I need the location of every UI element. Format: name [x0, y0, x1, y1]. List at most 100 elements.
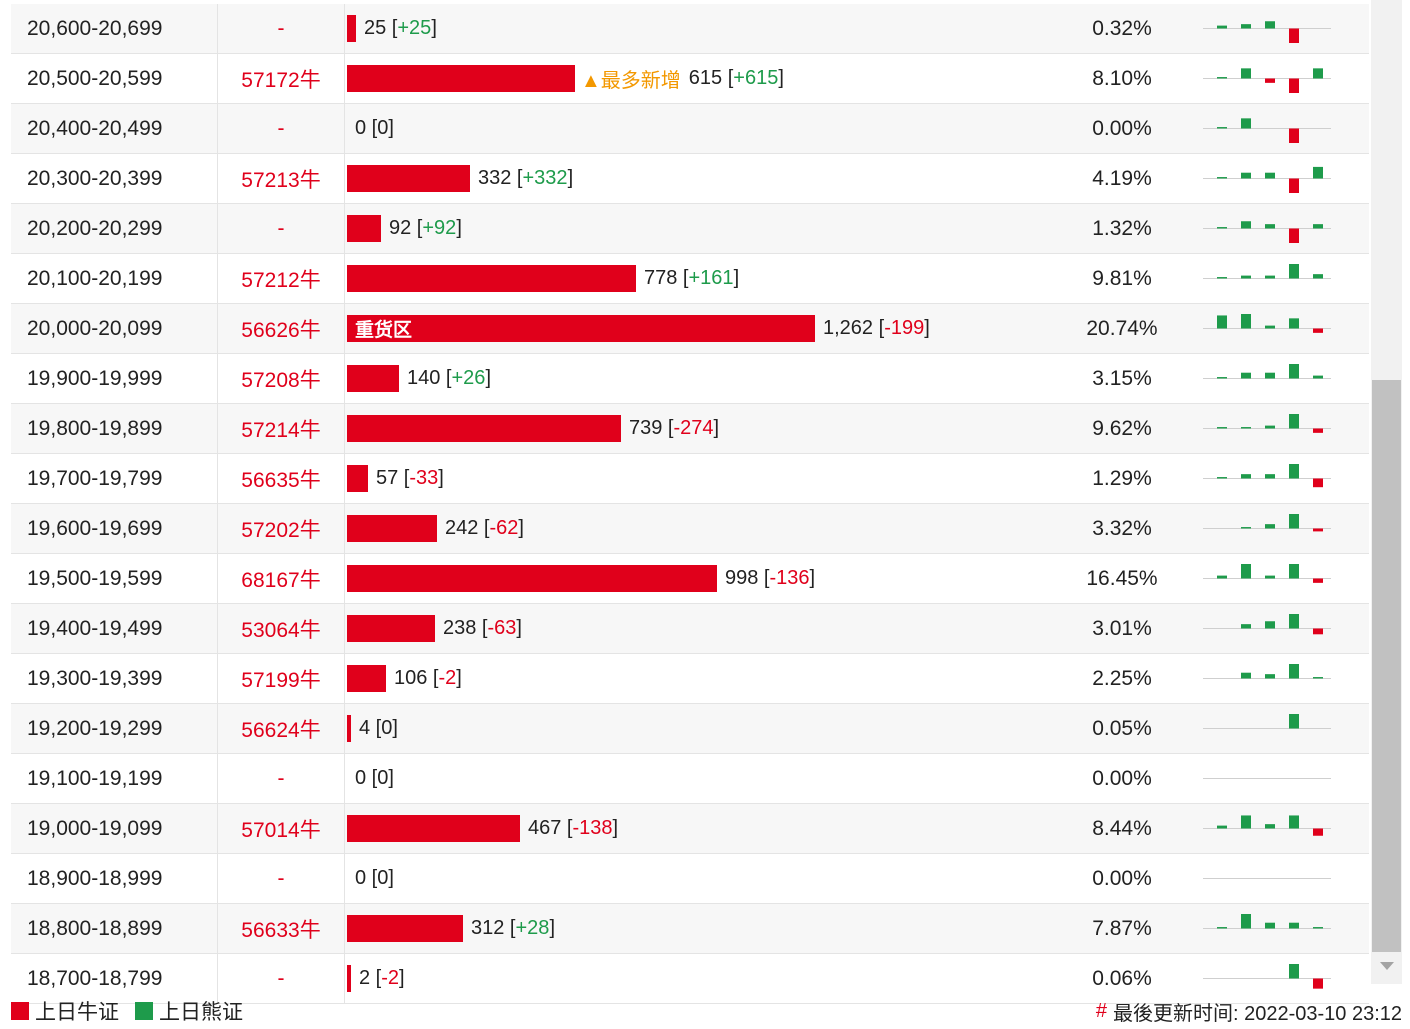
warrant-code[interactable]: 68167牛 [217, 554, 345, 603]
sparkline-bar [1217, 315, 1227, 329]
volume-count: 238 [-63] [443, 617, 522, 639]
count-change: -62 [489, 517, 519, 539]
count-value: 242 [445, 517, 479, 539]
warrant-code[interactable]: 57172牛 [217, 54, 345, 103]
sparkline-bar [1217, 177, 1227, 179]
volume-count: 739 [-274] [629, 417, 720, 439]
sparkline [1203, 704, 1333, 753]
sparkline-bar [1241, 275, 1251, 279]
warrant-code[interactable]: 56635牛 [217, 454, 345, 503]
sparkline-bar [1289, 414, 1299, 429]
table-row[interactable]: 18,700-18,799 -2 [-2] 0.06% [11, 954, 1369, 1004]
sparkline-bar [1241, 172, 1251, 179]
sparkline-bar [1217, 825, 1227, 829]
table-row[interactable]: 19,300-19,399 57199牛 106 [-2] 2.25% [11, 654, 1369, 704]
table-row[interactable]: 20,000-20,099 56626牛 重货区 1,262 [-199] 20.74% [11, 304, 1369, 354]
volume-cell: 92 [+92] [347, 204, 1067, 253]
warrant-code[interactable]: 57214牛 [217, 404, 345, 453]
table-row[interactable]: 20,100-20,199 57212牛 778 [+161] 9.81% [11, 254, 1369, 304]
sparkline-chart [1203, 964, 1331, 989]
warrant-code[interactable]: 57014牛 [217, 804, 345, 853]
sparkline-bar [1313, 166, 1323, 179]
scrollbar-thumb[interactable] [1372, 380, 1401, 952]
strike-range: 19,400-19,499 [27, 616, 163, 640]
table-row[interactable]: 20,300-20,399 57213牛 332 [+332] 4.19% [11, 154, 1369, 204]
sparkline-chart [1203, 364, 1331, 379]
sparkline-chart [1203, 414, 1331, 433]
percentage: 3.32% [1092, 516, 1152, 540]
warrant-code[interactable]: 57212牛 [217, 254, 345, 303]
sparkline-chart [1203, 564, 1331, 583]
sparkline-bar [1241, 815, 1251, 829]
warrant-code[interactable]: 53064牛 [217, 604, 345, 653]
most-added-note: ▲最多新增 [581, 70, 681, 92]
table-row[interactable]: 20,200-20,299 - 92 [+92] 1.32% [11, 204, 1369, 254]
sparkline-bar [1265, 575, 1275, 579]
warrant-code[interactable]: 57202牛 [217, 504, 345, 553]
strike-range: 20,500-20,599 [27, 66, 163, 90]
table-row[interactable]: 19,900-19,999 57208牛 140 [+26] 3.15% [11, 354, 1369, 404]
strike-range: 20,400-20,499 [27, 116, 163, 140]
sparkline-bar [1217, 227, 1227, 229]
table-row[interactable]: 18,900-18,999 -0 [0] 0.00% [11, 854, 1369, 904]
table-row[interactable]: 19,100-19,199 -0 [0] 0.00% [11, 754, 1369, 804]
sparkline-bar [1289, 78, 1299, 93]
sparkline [1203, 604, 1333, 653]
bull-swatch-icon [11, 1002, 29, 1020]
table-row[interactable]: 19,000-19,099 57014牛 467 [-138] 8.44% [11, 804, 1369, 854]
last-updated-text: 最後更新时间: 2022-03-10 23:12 [1112, 1002, 1402, 1025]
sparkline-bar [1289, 614, 1299, 629]
table-row[interactable]: 18,800-18,899 56633牛 312 [+28] 7.87% [11, 904, 1369, 954]
scroll-down-arrow-icon[interactable] [1380, 962, 1394, 970]
table-row[interactable]: 19,800-19,899 57214牛 739 [-274] 9.62% [11, 404, 1369, 454]
sparkline-bar [1217, 377, 1227, 379]
count-value: 467 [528, 817, 562, 839]
table-row[interactable]: 19,200-19,299 56624牛 4 [0] 0.05% [11, 704, 1369, 754]
count-value: 92 [389, 217, 412, 239]
warrant-code[interactable]: 56633牛 [217, 904, 345, 953]
volume-bar [347, 715, 351, 742]
percentage: 9.81% [1092, 266, 1152, 290]
sparkline-bar [1217, 575, 1227, 579]
table-row[interactable]: 20,600-20,699 -25 [+25] 0.32% [11, 4, 1369, 54]
sparkline-chart [1203, 118, 1331, 143]
strike-range: 20,600-20,699 [27, 16, 163, 40]
strike-range: 19,500-19,599 [27, 566, 163, 590]
sparkline-bar [1289, 228, 1299, 243]
sparkline-bar [1241, 221, 1251, 229]
table-row[interactable]: 19,500-19,599 68167牛 998 [-136] 16.45% [11, 554, 1369, 604]
volume-bar [347, 665, 386, 692]
volume-bar [347, 615, 435, 642]
table-row[interactable]: 19,700-19,799 56635牛 57 [-33] 1.29% [11, 454, 1369, 504]
scrollbar[interactable] [1371, 0, 1402, 984]
percentage: 20.74% [1086, 316, 1158, 340]
volume-count: 92 [+92] [389, 217, 462, 239]
volume-bar [347, 515, 437, 542]
volume-count: 4 [0] [359, 717, 398, 739]
table-row[interactable]: 20,500-20,599 57172牛 ▲最多新增 615 [+615] 8.10% [11, 54, 1369, 104]
sparkline-bar [1217, 477, 1227, 479]
sparkline-bar [1265, 524, 1275, 529]
sparkline [1203, 204, 1333, 253]
sparkline [1203, 354, 1333, 403]
sparkline-bar [1313, 828, 1323, 836]
warrant-code[interactable]: 57199牛 [217, 654, 345, 703]
volume-bar: 重货区 [347, 315, 815, 342]
count-value: 998 [725, 567, 759, 589]
count-value: 312 [471, 917, 505, 939]
warrant-code[interactable]: 57208牛 [217, 354, 345, 403]
volume-cell: 242 [-62] [347, 504, 1067, 553]
table-row[interactable]: 20,400-20,499 -0 [0] 0.00% [11, 104, 1369, 154]
warrant-code: - [217, 204, 345, 253]
warrant-code[interactable]: 56624牛 [217, 704, 345, 753]
warrant-code[interactable]: 57213牛 [217, 154, 345, 203]
sparkline-bar [1241, 372, 1251, 379]
count-change: +92 [422, 217, 457, 239]
table-row[interactable]: 19,600-19,699 57202牛 242 [-62] 3.32% [11, 504, 1369, 554]
sparkline-bar [1289, 714, 1299, 729]
legend-bull-label: 上日牛证 [35, 1001, 119, 1024]
warrant-code[interactable]: 56626牛 [217, 304, 345, 353]
table-row[interactable]: 19,400-19,499 53064牛 238 [-63] 3.01% [11, 604, 1369, 654]
volume-count: 778 [+161] [644, 267, 740, 289]
volume-bar [347, 815, 520, 842]
